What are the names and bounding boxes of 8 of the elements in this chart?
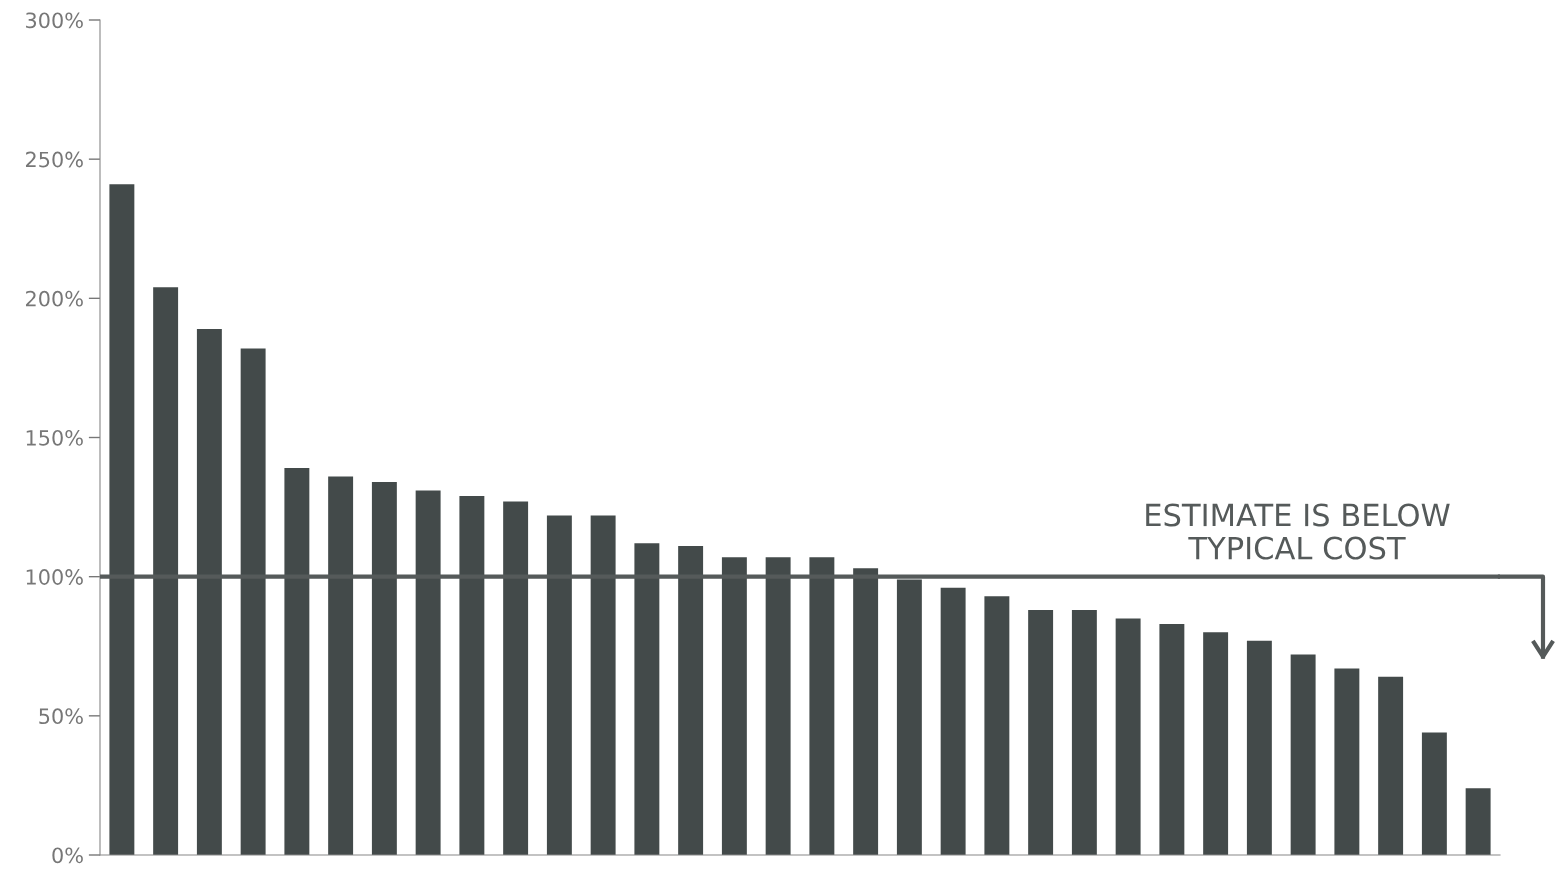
y-tick-label: 50% bbox=[39, 708, 83, 725]
y-tick-label: 100% bbox=[26, 569, 83, 585]
y-tick-label: 200% bbox=[25, 290, 83, 307]
y-tick-label: 0% bbox=[52, 847, 83, 864]
y-tick-label: 150% bbox=[26, 429, 83, 446]
ref-line-label: ESTIMATE IS BELOW TYPICAL COST bbox=[1146, 503, 1450, 560]
y-tick-label: 300% bbox=[26, 12, 83, 29]
y-tick-label: 250% bbox=[25, 151, 83, 168]
